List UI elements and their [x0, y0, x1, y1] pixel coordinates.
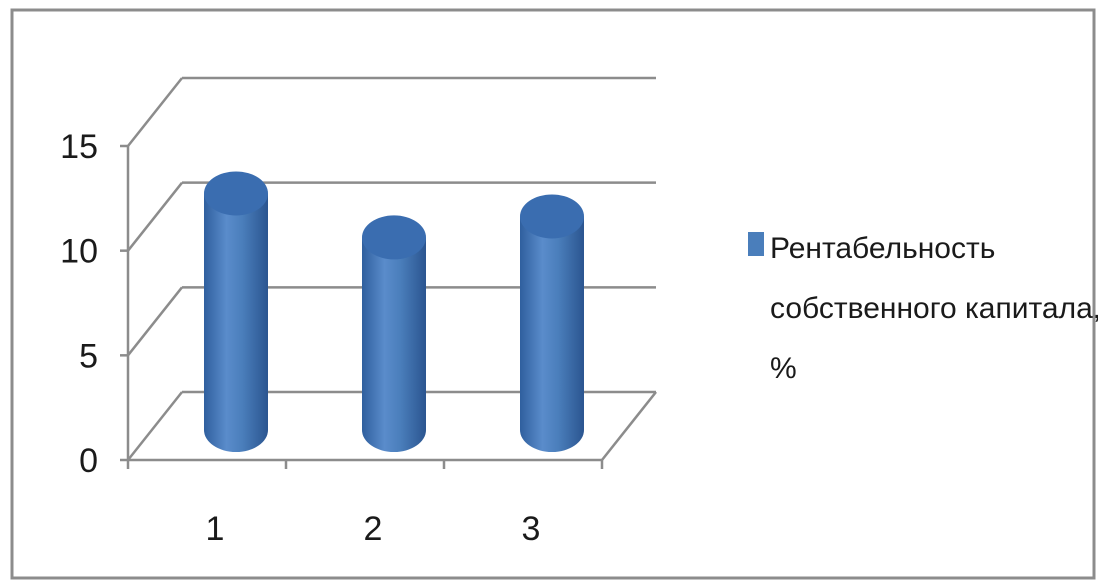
legend-line-2: собственного капитала,	[770, 292, 1098, 325]
x-tick-label: 1	[206, 510, 225, 548]
y-tick-label: 15	[60, 128, 98, 166]
legend-line-1: Рентабельность	[770, 232, 995, 265]
legend: Рентабельность собственного капитала, %	[748, 232, 1098, 385]
gridline-side-10	[127, 181, 183, 252]
floor-right-edge	[601, 391, 657, 461]
y-tick-label: 10	[60, 233, 98, 271]
y-tick-label: 0	[79, 442, 98, 480]
bar-body	[204, 193, 268, 452]
tick-labels: 0 5 10 15 1 2 3	[60, 128, 540, 548]
bar-1	[204, 171, 268, 452]
bar-3	[520, 194, 584, 452]
bar-body	[362, 237, 426, 452]
bar-top	[204, 171, 268, 216]
bar-top	[520, 194, 584, 239]
x-tick-label: 3	[522, 510, 541, 548]
bar-body	[520, 216, 584, 452]
gridline-side-5	[127, 286, 183, 357]
axes	[120, 144, 604, 469]
legend-line-3: %	[770, 352, 797, 385]
bar-2	[362, 215, 426, 452]
bar-top	[362, 215, 426, 260]
x-tick-label: 2	[364, 510, 383, 548]
gridline-side-15	[127, 77, 183, 147]
floor-left-edge	[127, 391, 183, 461]
y-tick-label: 5	[79, 337, 98, 375]
legend-swatch	[748, 232, 764, 256]
bars	[204, 171, 584, 452]
